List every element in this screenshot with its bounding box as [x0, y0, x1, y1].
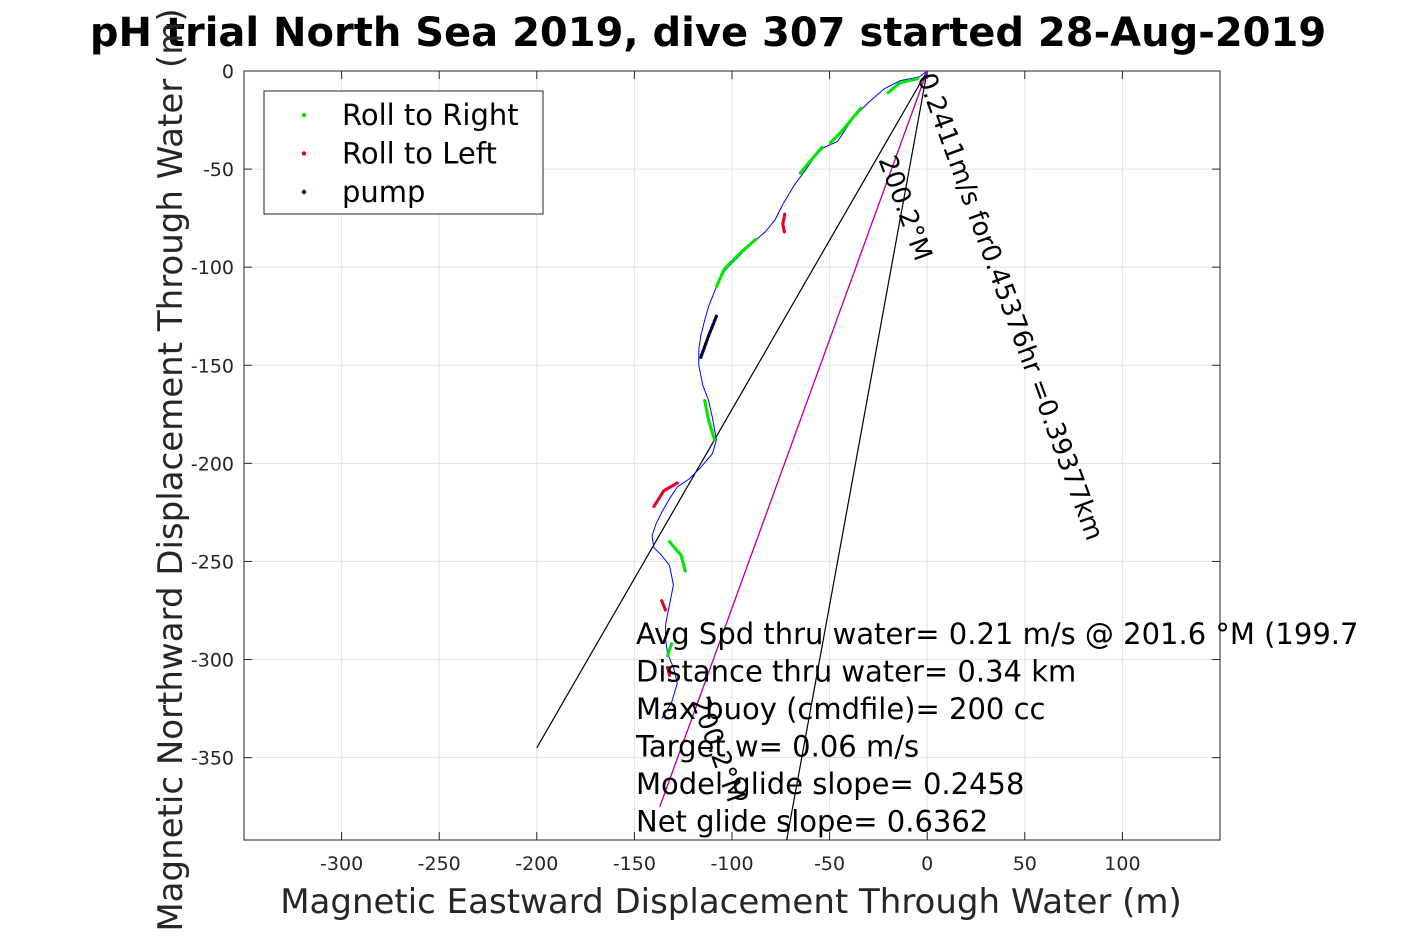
reference-line	[536, 70, 928, 749]
info-line: Distance thru water= 0.34 km	[636, 655, 1076, 689]
roll-to-left-segment	[660, 599, 668, 613]
legend-label: Roll to Right	[342, 98, 519, 132]
x-tick-label: -300	[320, 853, 363, 875]
chart-title: pH trial North Sea 2019, dive 307 starte…	[90, 10, 1326, 56]
roll-to-left-segment	[781, 212, 787, 236]
data-layer	[536, 70, 928, 841]
roll-to-left-segment	[652, 481, 679, 509]
tick-labels: -300 -250 -200 -150 -100 -50 0 50 100 0 -50 -100 -15…	[191, 61, 1141, 875]
roll-to-right-segment	[827, 106, 863, 146]
x-tick-label: 0	[921, 853, 933, 875]
y-tick-label: -300	[191, 650, 234, 672]
info-text: Avg Spd thru water= 0.21 m/s @ 201.6 °M …	[635, 617, 1358, 839]
roll-to-right-segment	[665, 642, 674, 658]
y-axis-label: Magnetic Northward Displacement Through …	[151, 8, 191, 931]
legend-label: pump	[342, 175, 425, 209]
info-line: Net glide slope= 0.6362	[636, 805, 988, 839]
y-tick-label: -350	[191, 748, 234, 770]
roll-to-right-segment	[703, 399, 717, 442]
x-tick-label: 50	[1013, 853, 1037, 875]
x-tick-label: -200	[515, 853, 558, 875]
legend-marker	[301, 189, 307, 195]
x-tick-label: -50	[814, 853, 845, 875]
info-line: Target w= 0.06 m/s	[635, 730, 919, 764]
y-tick-label: -100	[191, 257, 234, 279]
y-tick-label: -200	[191, 453, 234, 475]
x-tick-label: -100	[710, 853, 753, 875]
info-line: Avg Spd thru water= 0.21 m/s @ 201.6 °M …	[636, 617, 1358, 651]
info-line: Max buoy (cmdfile)= 200 cc	[636, 692, 1045, 726]
legend-marker	[301, 151, 307, 156]
y-tick-label: -50	[203, 159, 234, 181]
y-tick-label: 0	[222, 61, 234, 83]
legend-marker	[301, 112, 307, 118]
legend: Roll to Right Roll to Left pump	[263, 90, 544, 215]
legend-box	[263, 90, 544, 215]
pump-segment	[699, 314, 719, 359]
mean-heading-line	[659, 70, 928, 807]
roll-to-left-segment	[665, 665, 672, 677]
info-line: Model glide slope= 0.2458	[636, 767, 1024, 801]
y-tick-label: -150	[191, 355, 234, 377]
roll-to-right-segment	[886, 77, 920, 95]
legend-label: Roll to Left	[342, 137, 497, 171]
x-tick-label: -150	[613, 853, 656, 875]
x-axis-label: Magnetic Eastward Displacement Through W…	[280, 882, 1182, 922]
ticks	[244, 70, 1220, 840]
reference-line	[786, 70, 928, 841]
roll-to-right-segment	[798, 145, 824, 175]
x-tick-label: -250	[418, 853, 461, 875]
roll-to-right-segment	[714, 238, 758, 289]
x-tick-label: 100	[1104, 853, 1140, 875]
y-tick-label: -250	[191, 551, 234, 573]
roll-to-right-segment	[667, 540, 687, 573]
